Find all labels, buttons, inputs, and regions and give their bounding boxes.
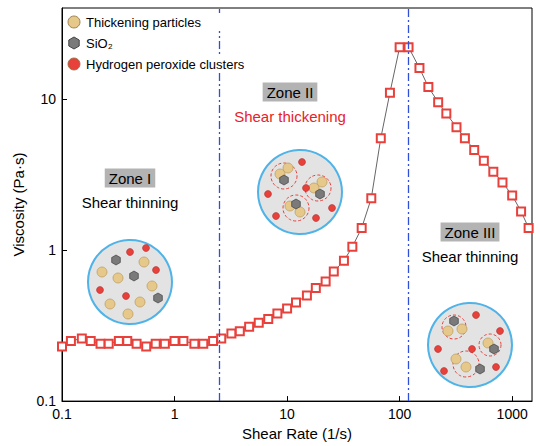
svg-text:Zone I: Zone I	[109, 170, 152, 187]
svg-text:Zone III: Zone III	[445, 224, 496, 241]
svg-text:0.1: 0.1	[36, 393, 56, 410]
svg-text:Shear Rate (1/s): Shear Rate (1/s)	[242, 425, 352, 442]
svg-text:SiO₂: SiO₂	[86, 36, 113, 51]
svg-text:Thickening particles: Thickening particles	[86, 15, 201, 30]
svg-text:0.1: 0.1	[52, 406, 72, 422]
svg-text:10: 10	[279, 406, 295, 422]
svg-text:Shear thickening: Shear thickening	[234, 108, 346, 125]
svg-text:1000: 1000	[497, 406, 528, 422]
svg-text:Shear thinning: Shear thinning	[422, 248, 519, 265]
svg-text:Viscosity (Pa·s): Viscosity (Pa·s)	[10, 153, 27, 257]
svg-text:Zone II: Zone II	[267, 84, 314, 101]
svg-text:Hydrogen peroxide clusters: Hydrogen peroxide clusters	[86, 57, 245, 72]
svg-text:Shear thinning: Shear thinning	[82, 194, 179, 211]
svg-text:100: 100	[388, 406, 412, 422]
svg-text:1: 1	[171, 406, 179, 422]
svg-text:1: 1	[48, 242, 56, 258]
svg-text:10: 10	[40, 91, 56, 107]
